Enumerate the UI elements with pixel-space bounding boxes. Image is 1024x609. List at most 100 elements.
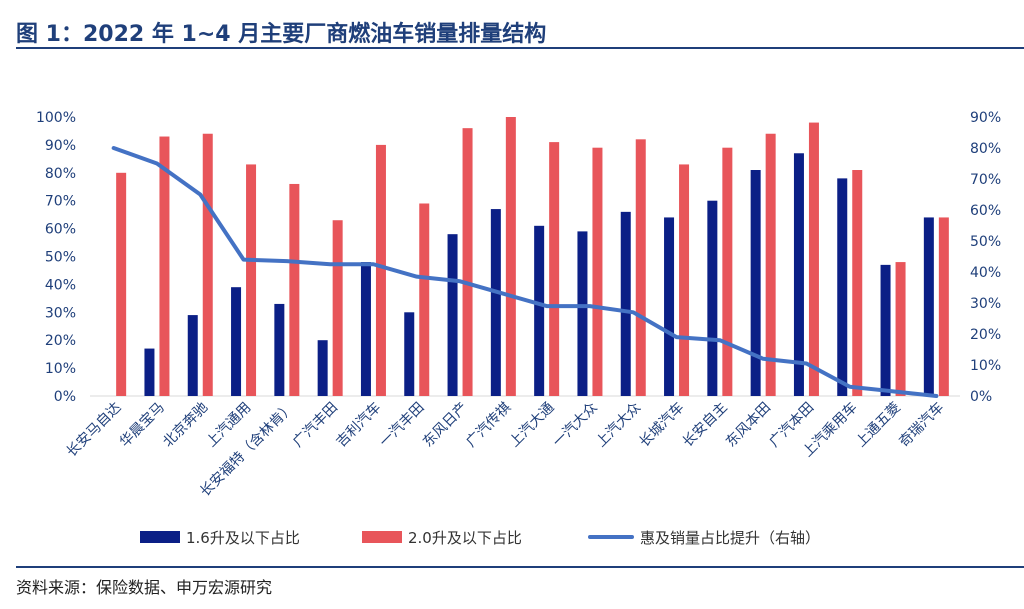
bar-1-6 — [750, 170, 761, 396]
left-tick-label: 80% — [45, 166, 76, 182]
right-tick-label: 50% — [970, 234, 1001, 250]
x-tick-label: 广汽传祺 — [463, 400, 514, 451]
bar-2-0 — [895, 262, 906, 396]
bar-2-0 — [505, 117, 516, 396]
legend-swatch-1-6 — [140, 531, 180, 543]
left-tick-label: 10% — [45, 361, 76, 377]
line-point — [546, 305, 548, 307]
line-point — [372, 263, 374, 265]
left-tick-label: 90% — [45, 138, 76, 154]
right-tick-label: 10% — [970, 358, 1001, 374]
footer-divider — [16, 566, 1024, 568]
left-tick-label: 20% — [45, 333, 76, 349]
x-tick-label: 北京奔驰 — [160, 400, 211, 451]
line-point — [589, 305, 591, 307]
line-point — [156, 163, 158, 164]
bar-1-6 — [404, 312, 415, 396]
x-tick-label: 上通五菱 — [853, 400, 904, 451]
x-tick-label: 奇瑞汽车 — [896, 399, 948, 451]
line-point — [199, 194, 201, 195]
bar-1-6 — [534, 225, 545, 396]
bar-2-0 — [679, 164, 690, 396]
x-axis: 长安马自达华晨宝马北京奔驰上汽通用长安福特（含林肯）广汽丰田吉利汽车一汽丰田东风… — [64, 399, 948, 500]
x-tick-label: 长安马自达 — [64, 400, 125, 461]
left-tick-label: 40% — [45, 277, 76, 293]
left-tick-label: 100% — [36, 110, 76, 126]
legend-swatch-2-0 — [362, 531, 402, 543]
right-tick-label: 40% — [970, 265, 1001, 281]
legend-item-2-0: 2.0升及以下占比 — [362, 524, 522, 550]
line-point — [243, 259, 245, 261]
left-tick-label: 50% — [45, 250, 76, 266]
x-tick-label: 华晨宝马 — [117, 400, 168, 451]
x-tick-label: 吉利汽车 — [333, 399, 385, 451]
line-point — [805, 362, 807, 364]
legend-label-line: 惠及销量占比提升（右轴） — [640, 528, 821, 547]
right-axis: 0% 10% 20% 30% 40% 50% 60% 70% 80% 90% — [970, 110, 1001, 405]
bar-2-0 — [116, 172, 127, 396]
x-tick-label: 长城汽车 — [636, 399, 688, 451]
bar-1-6 — [620, 211, 631, 396]
bar-2-0 — [765, 133, 776, 397]
bar-2-0 — [938, 217, 949, 396]
left-axis: 0% 10% 20% 30% 40% 50% 60% 70% 80% 90% 100% — [36, 110, 76, 405]
x-tick-label: 长安自主 — [680, 400, 731, 451]
bar-1-6 — [447, 234, 458, 396]
left-tick-label: 70% — [45, 194, 76, 210]
bar-1-6 — [577, 231, 588, 396]
left-tick-label: 0% — [54, 389, 76, 405]
line-series-group — [111, 146, 939, 398]
title-bar: 图 1：2022 年 1~4 月主要厂商燃油车销量排量结构 — [16, 10, 1016, 48]
chart-title: 图 1：2022 年 1~4 月主要厂商燃油车销量排量结构 — [16, 22, 547, 47]
line-point — [632, 311, 634, 313]
right-tick-label: 80% — [970, 141, 1001, 157]
title-divider — [16, 47, 1024, 49]
bar-2-0 — [246, 164, 257, 396]
bar-1-6 — [793, 153, 804, 396]
line-point — [935, 395, 937, 397]
x-tick-label: 一汽大众 — [550, 400, 601, 451]
x-tick-label: 一汽丰田 — [377, 400, 428, 451]
bar-2-0 — [722, 147, 733, 396]
line-series — [111, 146, 939, 398]
right-tick-label: 90% — [970, 110, 1001, 126]
line-point — [459, 280, 461, 282]
line-point — [416, 276, 418, 278]
line-point — [329, 263, 331, 265]
bar-2-0 — [852, 170, 863, 396]
line-point — [502, 293, 504, 295]
legend-label-2-0: 2.0升及以下占比 — [408, 528, 522, 547]
x-tick-label: 上汽大通 — [507, 400, 558, 451]
legend-label-1-6: 1.6升及以下占比 — [186, 528, 300, 547]
bar-1-6 — [707, 200, 718, 396]
bar-2-0 — [375, 144, 386, 396]
legend-item-1-6: 1.6升及以下占比 — [140, 524, 300, 550]
line-point — [719, 339, 721, 341]
right-tick-label: 30% — [970, 296, 1001, 312]
right-tick-label: 20% — [970, 327, 1001, 343]
legend-line-swatch — [588, 535, 634, 539]
legend-item-line: 惠及销量占比提升（右轴） — [588, 524, 820, 550]
x-tick-label: 东风日产 — [420, 400, 471, 451]
bar-1-6 — [187, 315, 198, 396]
bar-1-6 — [490, 209, 501, 396]
line-point — [762, 358, 764, 360]
bar-1-6 — [923, 217, 934, 396]
bars-group — [90, 117, 960, 397]
line-point — [892, 390, 894, 392]
bar-1-6 — [360, 262, 371, 396]
line-point — [286, 260, 288, 262]
chart-canvas: 0% 10% 20% 30% 40% 50% 60% 70% 80% 90% 100% 0% 10% 2… — [36, 110, 1001, 500]
bar-2-0 — [635, 139, 646, 396]
bar-2-0 — [159, 136, 170, 396]
line-point — [849, 386, 851, 388]
right-tick-label: 70% — [970, 172, 1001, 188]
source-note: 资料来源：保险数据、申万宏源研究 — [16, 578, 273, 597]
bar-1-6 — [880, 264, 891, 396]
bar-1-6 — [837, 178, 848, 396]
x-tick-label: 上汽大众 — [593, 400, 644, 451]
bar-2-0 — [592, 147, 603, 396]
bar-1-6 — [317, 340, 328, 396]
bar-2-0 — [289, 183, 300, 396]
bar-1-6 — [144, 348, 155, 396]
